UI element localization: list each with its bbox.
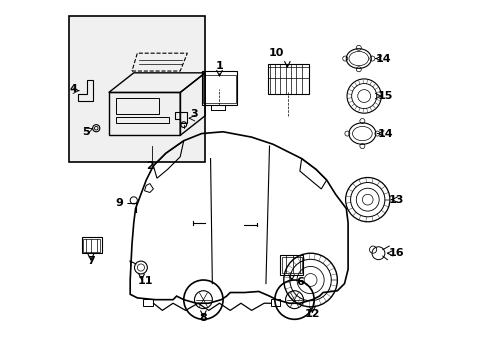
Bar [142, 299, 153, 306]
Bar [201, 71, 237, 105]
Text: 5: 5 [81, 127, 89, 137]
Bar [116, 98, 159, 114]
Bar [69, 16, 205, 162]
Text: 11: 11 [137, 276, 153, 286]
Text: 7: 7 [87, 256, 95, 266]
Bar [116, 117, 169, 123]
Text: 10: 10 [268, 48, 284, 58]
Text: 8: 8 [199, 312, 207, 323]
Bar [203, 75, 235, 103]
Text: 16: 16 [387, 248, 403, 258]
Text: 3: 3 [190, 109, 198, 119]
Bar [83, 239, 100, 252]
Text: 4: 4 [70, 84, 78, 94]
Text: 13: 13 [388, 195, 403, 204]
Text: 15: 15 [377, 91, 392, 101]
Bar [82, 237, 102, 253]
Text: 6: 6 [295, 277, 303, 287]
Bar [271, 299, 280, 306]
Text: 9: 9 [115, 198, 123, 208]
Text: 12: 12 [304, 309, 320, 319]
Bar [267, 64, 308, 94]
Text: 14: 14 [375, 54, 391, 64]
Text: 2: 2 [145, 161, 153, 171]
Text: 1: 1 [215, 61, 223, 71]
Bar [282, 257, 301, 273]
Bar [280, 255, 303, 275]
Text: 14: 14 [377, 129, 393, 139]
